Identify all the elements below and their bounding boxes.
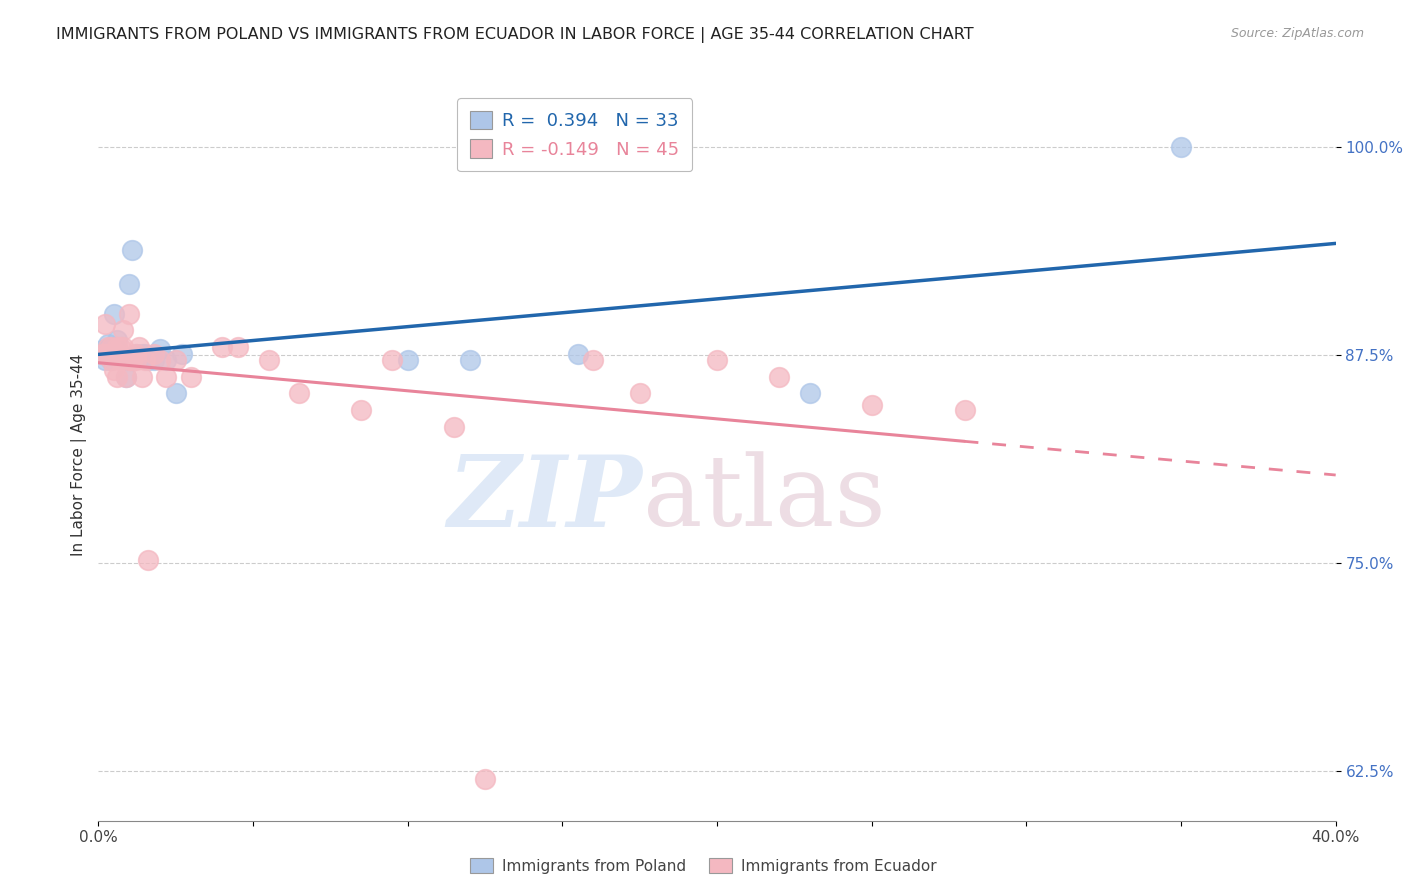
Point: [128, 340, 150, 354]
Point: [136, 353, 159, 368]
Point: [108, 340, 131, 354]
Point: [103, 346, 125, 360]
Point: [103, 342, 125, 356]
Point: [124, 353, 146, 368]
Point: [165, 386, 187, 401]
Point: [100, 353, 122, 368]
Point: [953, 403, 976, 417]
Point: [108, 353, 131, 368]
Text: ZIP: ZIP: [449, 450, 643, 547]
Point: [105, 342, 128, 356]
Point: [97, 340, 120, 354]
Point: [155, 369, 177, 384]
Point: [118, 307, 141, 321]
Y-axis label: In Labor Force | Age 35-44: In Labor Force | Age 35-44: [72, 354, 87, 556]
Point: [93, 353, 115, 368]
Point: [860, 398, 883, 412]
Point: [118, 353, 141, 368]
Point: [768, 369, 790, 384]
Point: [131, 369, 153, 384]
Point: [350, 403, 373, 417]
Point: [97, 346, 120, 360]
Point: [100, 340, 122, 354]
Point: [108, 346, 131, 360]
Point: [799, 386, 821, 401]
Point: [381, 353, 404, 368]
Text: atlas: atlas: [643, 451, 886, 547]
Point: [93, 346, 115, 360]
Point: [103, 363, 125, 377]
Point: [112, 353, 135, 368]
Point: [97, 342, 120, 356]
Point: [155, 353, 177, 368]
Point: [90, 343, 112, 358]
Point: [443, 419, 465, 434]
Point: [121, 353, 143, 368]
Point: [112, 340, 135, 354]
Point: [149, 353, 172, 368]
Point: [100, 353, 122, 368]
Point: [97, 346, 120, 360]
Point: [121, 244, 143, 258]
Point: [105, 340, 128, 354]
Point: [288, 386, 311, 401]
Point: [1170, 140, 1192, 154]
Point: [180, 369, 202, 384]
Point: [257, 353, 280, 368]
Point: [143, 353, 166, 368]
Point: [105, 333, 128, 347]
Point: [143, 346, 166, 360]
Point: [567, 346, 589, 360]
Text: IMMIGRANTS FROM POLAND VS IMMIGRANTS FROM ECUADOR IN LABOR FORCE | AGE 35-44 COR: IMMIGRANTS FROM POLAND VS IMMIGRANTS FRO…: [56, 27, 974, 43]
Point: [134, 346, 156, 360]
Point: [115, 369, 138, 384]
Point: [97, 336, 120, 351]
Point: [474, 772, 496, 786]
Point: [165, 353, 187, 368]
Point: [118, 277, 141, 291]
Point: [90, 346, 112, 360]
Point: [105, 346, 128, 360]
Text: Source: ZipAtlas.com: Source: ZipAtlas.com: [1230, 27, 1364, 40]
Point: [115, 369, 138, 384]
Point: [131, 346, 153, 360]
Point: [136, 552, 159, 566]
Legend: R =  0.394   N = 33, R = -0.149   N = 45: R = 0.394 N = 33, R = -0.149 N = 45: [457, 98, 692, 171]
Point: [90, 346, 112, 360]
Point: [211, 340, 233, 354]
Point: [149, 342, 172, 356]
Legend: Immigrants from Poland, Immigrants from Ecuador: Immigrants from Poland, Immigrants from …: [464, 852, 942, 880]
Point: [103, 307, 125, 321]
Point: [134, 353, 156, 368]
Point: [105, 369, 128, 384]
Point: [582, 353, 605, 368]
Point: [93, 317, 115, 331]
Point: [103, 346, 125, 360]
Point: [100, 346, 122, 360]
Point: [628, 386, 651, 401]
Point: [706, 353, 728, 368]
Point: [93, 346, 115, 360]
Point: [124, 346, 146, 360]
Point: [170, 346, 193, 360]
Point: [124, 346, 146, 360]
Point: [396, 353, 419, 368]
Point: [458, 353, 481, 368]
Point: [112, 323, 135, 337]
Point: [226, 340, 249, 354]
